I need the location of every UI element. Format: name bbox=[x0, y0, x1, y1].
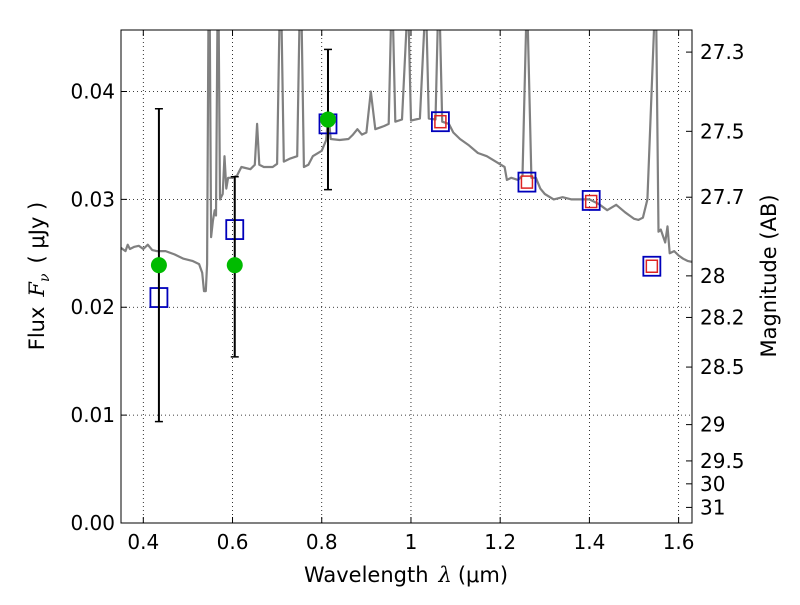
model-photometry-point bbox=[581, 190, 601, 211]
mag-tick-label: 27.7 bbox=[700, 185, 745, 209]
mag-tick-label: 28.2 bbox=[700, 305, 745, 329]
measured-flux-point bbox=[150, 257, 167, 274]
mag-tick-label: 31 bbox=[700, 495, 725, 519]
x-tick-label: 0.4 bbox=[127, 530, 159, 554]
y-tick-label: 0.00 bbox=[70, 511, 115, 535]
y-tick-label: 0.03 bbox=[70, 187, 115, 211]
x-tick-label: 1.2 bbox=[484, 530, 516, 554]
model-photometry-point bbox=[517, 171, 537, 193]
spectrum-line bbox=[121, 30, 692, 293]
y-axis-title: FluxFν( μJy ) bbox=[25, 202, 53, 350]
x-tick-label: 0.6 bbox=[217, 530, 249, 554]
axis-ticks: 0.4 0.6 0.8 1 1.2 1.4 1.6 0.00 0.01 0.02 0.03 0.04 2… bbox=[70, 30, 745, 554]
measured-flux-point bbox=[319, 111, 336, 128]
y-tick-label: 0.02 bbox=[70, 295, 115, 319]
y-tick-label: 0.01 bbox=[70, 403, 115, 427]
mag-tick-label: 29 bbox=[700, 413, 725, 437]
measured-point bbox=[584, 194, 598, 209]
plot-data bbox=[121, 30, 692, 293]
mag-tick-label: 29.5 bbox=[700, 449, 745, 473]
x-tick-label: 1.6 bbox=[663, 530, 695, 554]
plot-frame bbox=[120, 29, 693, 524]
x-tick-label: 0.8 bbox=[306, 530, 338, 554]
mag-tick-label: 30 bbox=[700, 472, 725, 496]
mag-tick-label: 28.5 bbox=[700, 355, 745, 379]
plot-markers bbox=[149, 48, 662, 423]
measured-point bbox=[520, 175, 534, 189]
mag-tick-label: 27.5 bbox=[700, 119, 745, 143]
model-photometry-point bbox=[642, 255, 662, 277]
measured-flux-point bbox=[226, 257, 243, 274]
y-tick-label: 0.04 bbox=[70, 79, 115, 103]
y2-axis-title: Magnitude (AB) bbox=[757, 194, 781, 357]
x-tick-label: 1 bbox=[405, 530, 418, 554]
x-axis-title: Wavelength λ (μm) bbox=[304, 563, 508, 587]
measured-point bbox=[434, 114, 447, 129]
mag-tick-label: 27.3 bbox=[700, 40, 745, 64]
mag-tick-label: 28 bbox=[700, 264, 725, 288]
x-tick-label: 1.4 bbox=[573, 530, 605, 554]
model-photometry-point bbox=[431, 111, 450, 133]
measured-point bbox=[645, 259, 659, 274]
